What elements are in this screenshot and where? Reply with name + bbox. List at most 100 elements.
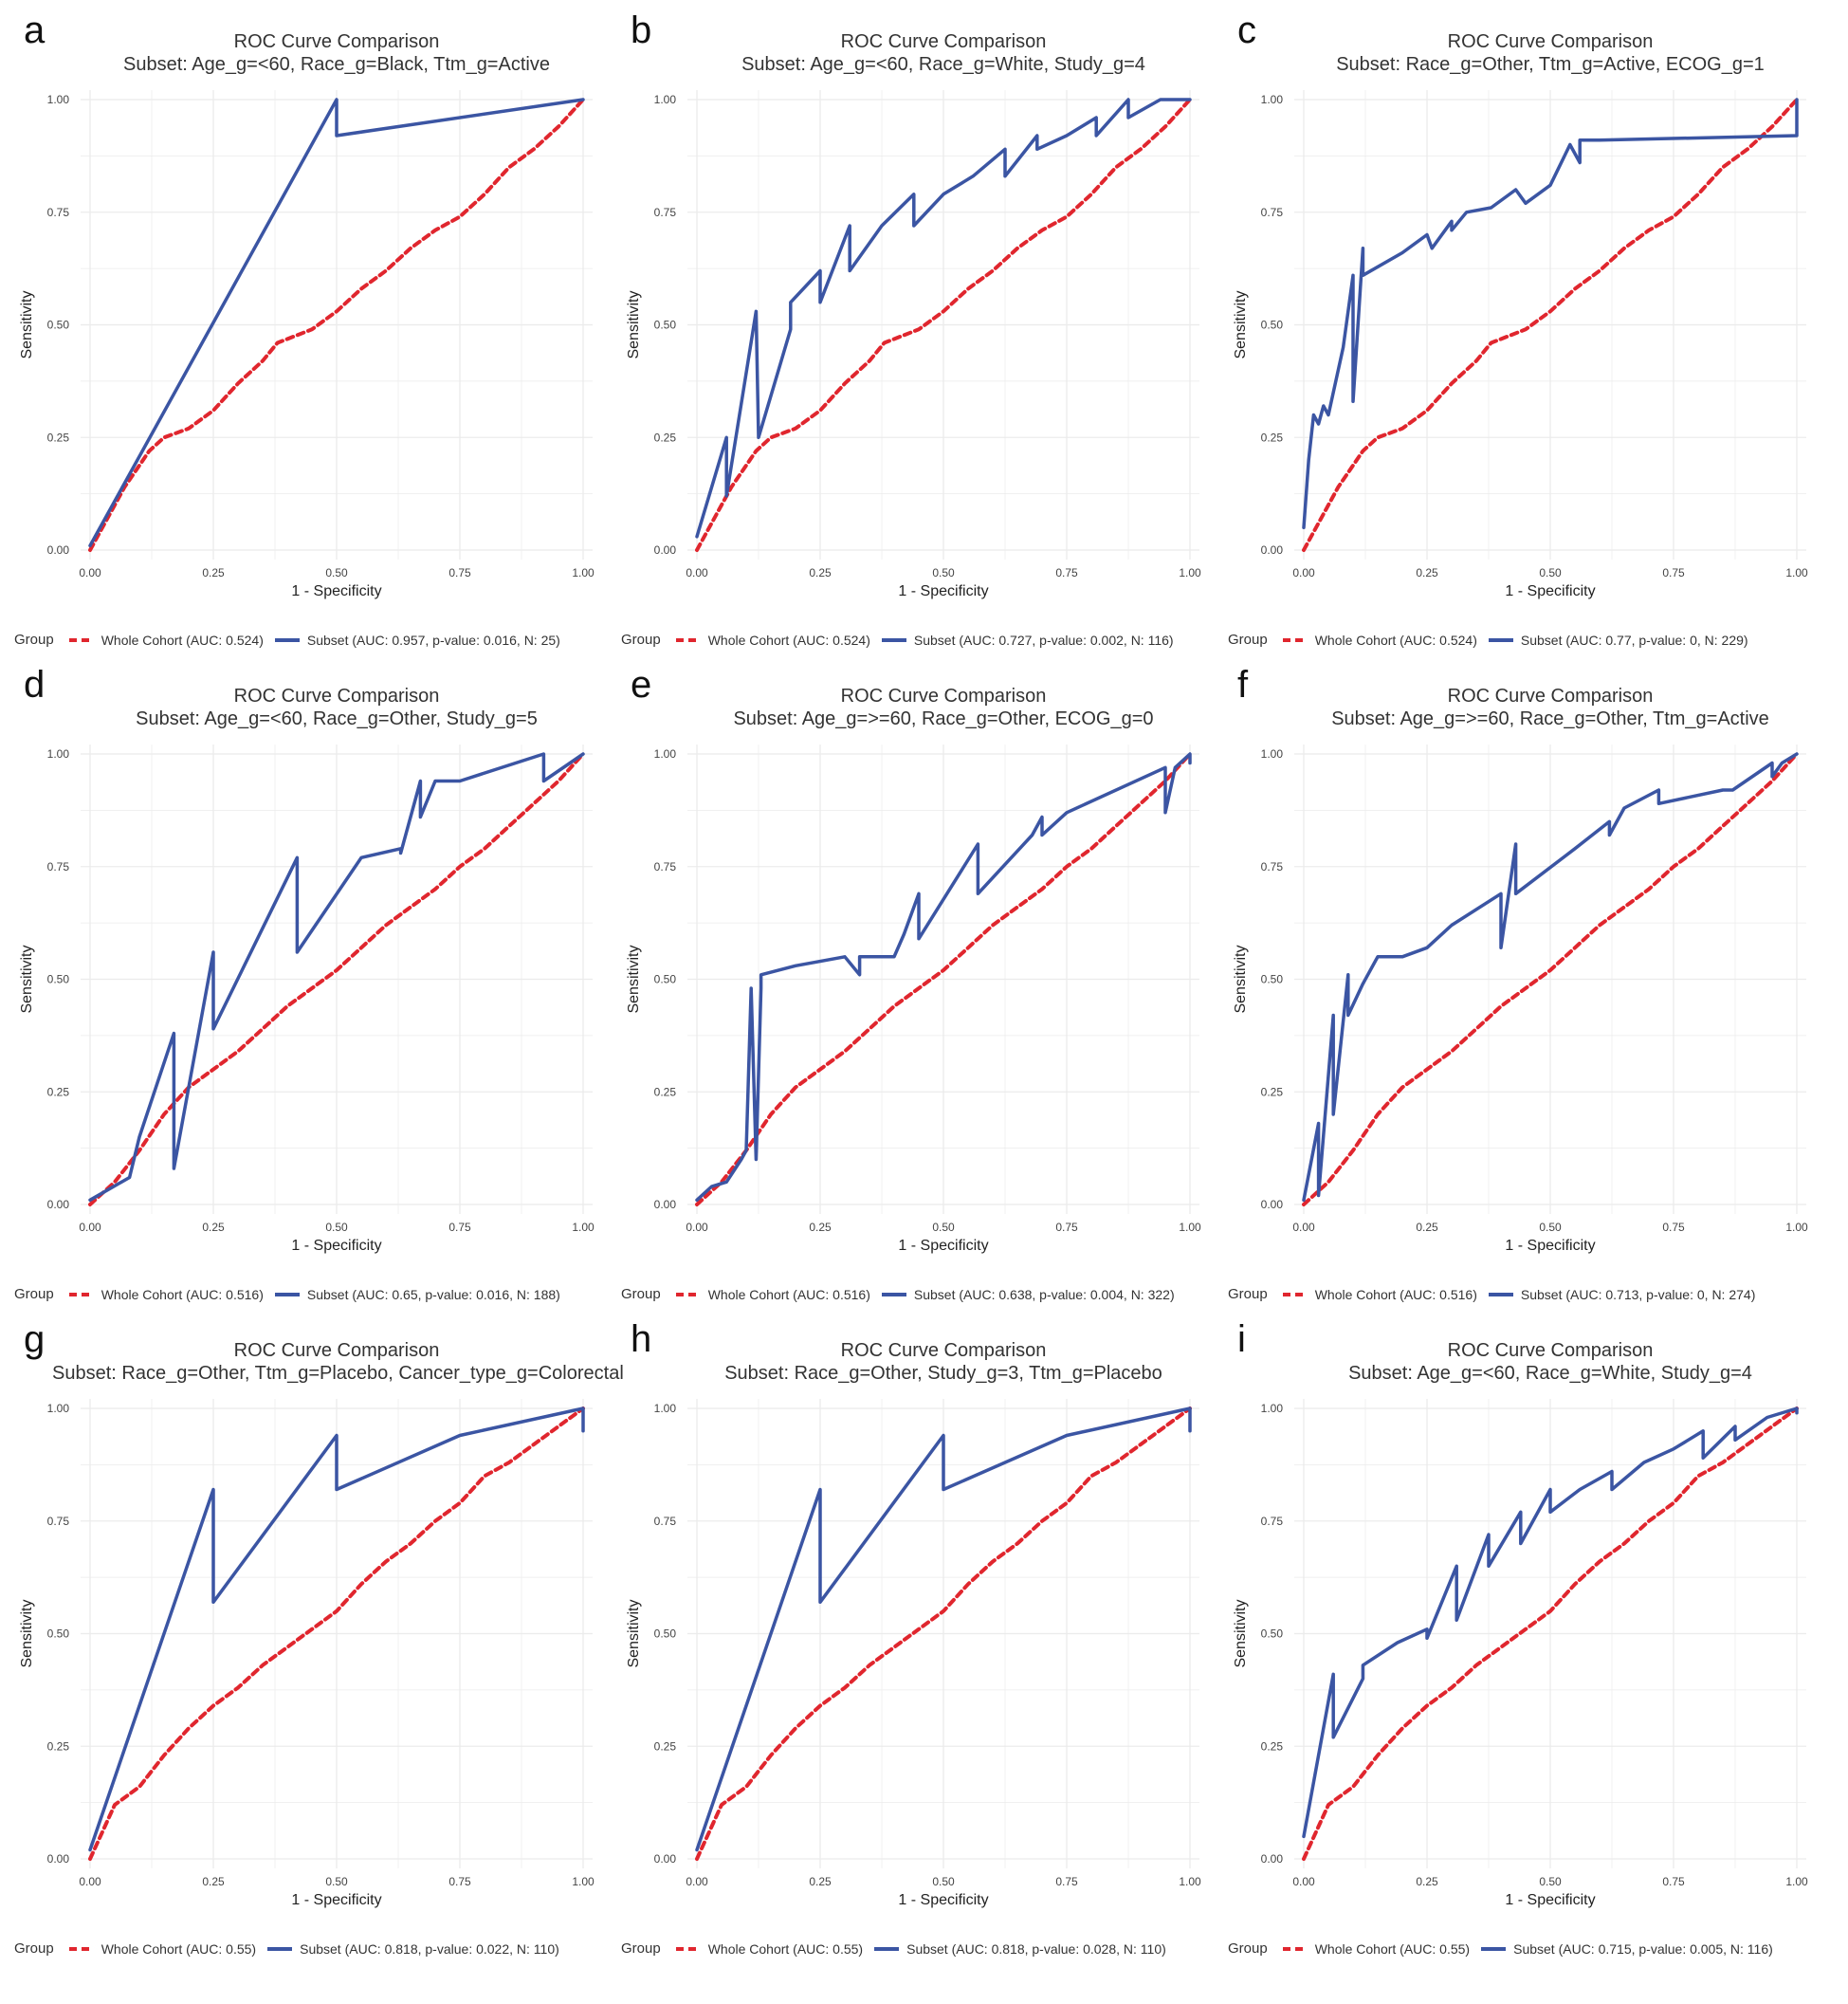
legend-item-whole-cohort: Whole Cohort (AUC: 0.524)	[1282, 633, 1477, 648]
legend-label-subset: Subset (AUC: 0.713, p-value: 0, N: 274)	[1520, 1286, 1756, 1302]
x-tick-label: 1.00	[1785, 1221, 1808, 1234]
roc-plot: 0.00 0.00 0.25 0.25 0.50 0.50 0.75 0.75 1.00 1.00…	[626, 1399, 1201, 1908]
legend-key-solid	[881, 1292, 906, 1296]
legend-key-solid	[267, 1946, 293, 1951]
legend-key-dashed	[68, 1292, 94, 1296]
panel-e: e ROC Curve Comparison Subset: Age_g=>=6…	[621, 664, 1228, 1328]
whole-cohort-curve	[695, 752, 1192, 1206]
legend-label-subset: Subset (AUC: 0.77, p-value: 0, N: 229)	[1520, 632, 1748, 648]
x-tick-label: 1.00	[1785, 1875, 1808, 1888]
chart-subtitle: Subset: Age_g=<60, Race_g=White, Study_g…	[741, 54, 1145, 75]
subset-curve	[695, 752, 1192, 1203]
x-tick-label: 0.25	[1416, 1221, 1438, 1234]
x-tick-label: 0.00	[79, 566, 101, 579]
legend-item-whole-cohort: Whole Cohort (AUC: 0.524)	[68, 633, 264, 648]
y-tick-label: 0.00	[654, 543, 677, 557]
x-tick-label: 0.50	[1539, 566, 1562, 579]
x-tick-label: 0.25	[1416, 1875, 1438, 1888]
chart-subtitle: Subset: Age_g=<60, Race_g=Black, Ttm_g=A…	[123, 54, 550, 75]
y-tick-label: 1.00	[47, 93, 70, 106]
legend-item-whole-cohort: Whole Cohort (AUC: 0.55)	[1282, 1941, 1470, 1957]
panel-g: g ROC Curve Comparison Subset: Race_g=Ot…	[14, 1318, 624, 1982]
legend-item-subset: Subset (AUC: 0.727, p-value: 0.002, N: 1…	[881, 632, 1174, 648]
x-tick-label: 0.00	[1292, 1875, 1315, 1888]
whole-cohort-curve	[88, 98, 585, 552]
y-axis-label: Sensitivity	[19, 290, 35, 359]
x-tick-label: 0.75	[448, 566, 471, 579]
grid	[687, 745, 1199, 1214]
subset-curve	[1302, 1406, 1799, 1839]
x-axis-label: 1 - Specificity	[291, 1892, 381, 1908]
x-tick-label: 0.50	[325, 1221, 348, 1234]
legend: Group Whole Cohort (AUC: 0.55) Subset (A…	[14, 1940, 621, 1957]
grid	[1294, 90, 1806, 560]
panel-letter: b	[631, 9, 652, 51]
x-tick-label: 1.00	[1179, 566, 1201, 579]
legend: Group Whole Cohort (AUC: 0.516) Subset (…	[621, 1286, 1228, 1302]
subset-curve	[88, 98, 585, 548]
legend-label-subset: Subset (AUC: 0.727, p-value: 0.002, N: 1…	[913, 632, 1174, 648]
grid	[687, 1399, 1199, 1868]
legend-key-dashed	[675, 1946, 701, 1951]
panel-letter: a	[24, 9, 46, 51]
y-tick-label: 0.75	[47, 860, 70, 873]
whole-cohort-curve	[1302, 752, 1799, 1206]
x-tick-label: 0.25	[809, 1875, 832, 1888]
y-tick-label: 0.50	[1261, 973, 1284, 986]
legend-key-solid	[881, 637, 906, 642]
x-axis-label: 1 - Specificity	[898, 583, 988, 599]
whole-cohort-curve	[695, 98, 1192, 552]
legend-key-dashed	[68, 1946, 94, 1951]
legend-label-subset: Subset (AUC: 0.957, p-value: 0.016, N: 2…	[306, 632, 560, 648]
legend: Group Whole Cohort (AUC: 0.516) Subset (…	[1228, 1286, 1835, 1302]
y-axis-label: Sensitivity	[19, 1599, 35, 1667]
roc-plot: 0.00 0.00 0.25 0.25 0.50 0.50 0.75 0.75 1.00 1.00…	[1233, 1399, 1808, 1908]
legend-item-subset: Subset (AUC: 0.77, p-value: 0, N: 229)	[1488, 632, 1748, 648]
x-tick-label: 0.50	[1539, 1221, 1562, 1234]
legend-title: Group	[14, 1286, 54, 1302]
y-tick-label: 0.00	[654, 1198, 677, 1211]
legend-label-subset: Subset (AUC: 0.818, p-value: 0.022, N: 1…	[300, 1940, 559, 1957]
y-tick-label: 0.75	[654, 206, 677, 219]
y-tick-label: 0.50	[654, 1627, 677, 1641]
x-tick-label: 1.00	[1785, 566, 1808, 579]
y-tick-label: 0.00	[47, 1852, 70, 1866]
legend-key-dashed	[1282, 637, 1308, 642]
y-tick-label: 0.50	[654, 973, 677, 986]
x-tick-label: 0.50	[325, 566, 348, 579]
y-tick-label: 0.00	[1261, 1198, 1284, 1211]
subset-curve	[1302, 752, 1799, 1203]
panel-letter: c	[1237, 9, 1256, 51]
y-tick-label: 0.25	[47, 1739, 70, 1753]
y-tick-label: 0.25	[1261, 1085, 1284, 1098]
legend-label-whole-cohort: Whole Cohort (AUC: 0.55)	[101, 1940, 257, 1957]
grid	[687, 90, 1199, 560]
roc-plot: 0.00 0.00 0.25 0.25 0.50 0.50 0.75 0.75 1.00 1.00…	[19, 90, 595, 599]
y-tick-label: 0.25	[47, 431, 70, 444]
roc-plot: 0.00 0.00 0.25 0.25 0.50 0.50 0.75 0.75 1.00 1.00…	[1233, 90, 1808, 599]
x-tick-label: 0.50	[1539, 1875, 1562, 1888]
panel-letter: i	[1237, 1318, 1246, 1360]
subset-curve	[695, 1406, 1192, 1852]
panel-i: i ROC Curve Comparison Subset: Age_g=<60…	[1228, 1318, 1835, 1982]
legend-title: Group	[14, 1940, 54, 1957]
y-tick-label: 0.50	[1261, 319, 1284, 332]
legend-key-dashed	[675, 637, 701, 642]
legend-key-solid	[874, 1946, 900, 1951]
whole-cohort-curve	[695, 1406, 1192, 1861]
y-tick-label: 1.00	[654, 1402, 677, 1415]
chart-title: ROC Curve Comparison	[233, 1340, 440, 1361]
legend-label-subset: Subset (AUC: 0.818, p-value: 0.028, N: 1…	[906, 1940, 1166, 1957]
legend-key-solid	[274, 637, 300, 642]
legend-item-subset: Subset (AUC: 0.65, p-value: 0.016, N: 18…	[274, 1287, 560, 1302]
legend-item-subset: Subset (AUC: 0.818, p-value: 0.022, N: 1…	[267, 1941, 559, 1957]
y-axis-label: Sensitivity	[1233, 1599, 1249, 1667]
chart-subtitle: Subset: Race_g=Other, Ttm_g=Active, ECOG…	[1336, 54, 1765, 75]
legend: Group Whole Cohort (AUC: 0.524) Subset (…	[1228, 632, 1835, 648]
x-tick-label: 1.00	[572, 1221, 595, 1234]
whole-cohort-curve	[1302, 98, 1799, 552]
x-tick-label: 1.00	[572, 566, 595, 579]
panel-a: a ROC Curve Comparison Subset: Age_g=<60…	[14, 9, 621, 673]
panel-b: b ROC Curve Comparison Subset: Age_g=<60…	[621, 9, 1228, 673]
